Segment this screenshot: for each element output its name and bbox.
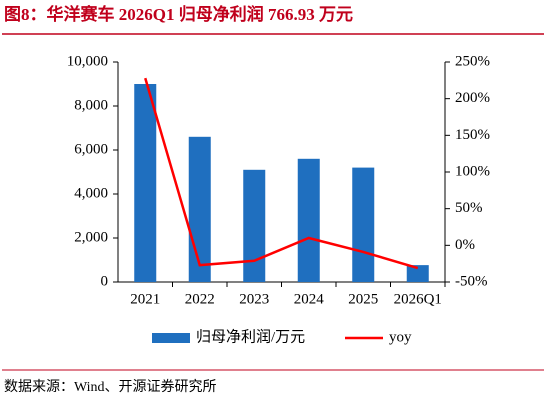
y-tick-label: 4,000 <box>74 185 108 201</box>
x-tick-label: 2022 <box>185 291 215 307</box>
bar <box>243 169 266 282</box>
y-tick-label: 8,000 <box>74 97 108 113</box>
x-tick-label: 2026Q1 <box>394 291 442 307</box>
y2-tick-label: 200% <box>455 90 490 106</box>
x-tick-label: 2025 <box>348 291 378 307</box>
y2-tick-label: 0% <box>455 237 475 253</box>
y-tick-label: 6,000 <box>74 141 108 157</box>
y2-tick-label: 50% <box>455 200 483 216</box>
bar <box>188 136 211 282</box>
source-note: 数据来源：Wind、开源证券研究所 <box>4 379 217 395</box>
y-tick-label: 2,000 <box>74 229 108 245</box>
bar <box>134 84 157 282</box>
y2-tick-label: -50% <box>455 273 488 289</box>
chart-title: 图8：华洋赛车 2026Q1 归母净利润 766.93 万元 <box>4 4 353 24</box>
x-tick-label: 2023 <box>239 291 269 307</box>
legend-label: yoy <box>389 329 412 345</box>
yoy-line <box>144 77 419 270</box>
legend-label: 归母净利润/万元 <box>196 328 305 345</box>
y2-tick-label: 250% <box>455 53 490 69</box>
bar <box>406 265 429 282</box>
y-tick-label: 0 <box>101 273 109 289</box>
y2-tick-label: 100% <box>455 163 490 179</box>
y-tick-label: 10,000 <box>67 53 108 69</box>
bar <box>352 167 375 282</box>
x-tick-label: 2024 <box>294 291 325 307</box>
y2-tick-label: 150% <box>455 127 490 143</box>
bar <box>297 158 320 282</box>
x-tick-label: 2021 <box>130 291 160 307</box>
legend-swatch <box>152 333 190 343</box>
